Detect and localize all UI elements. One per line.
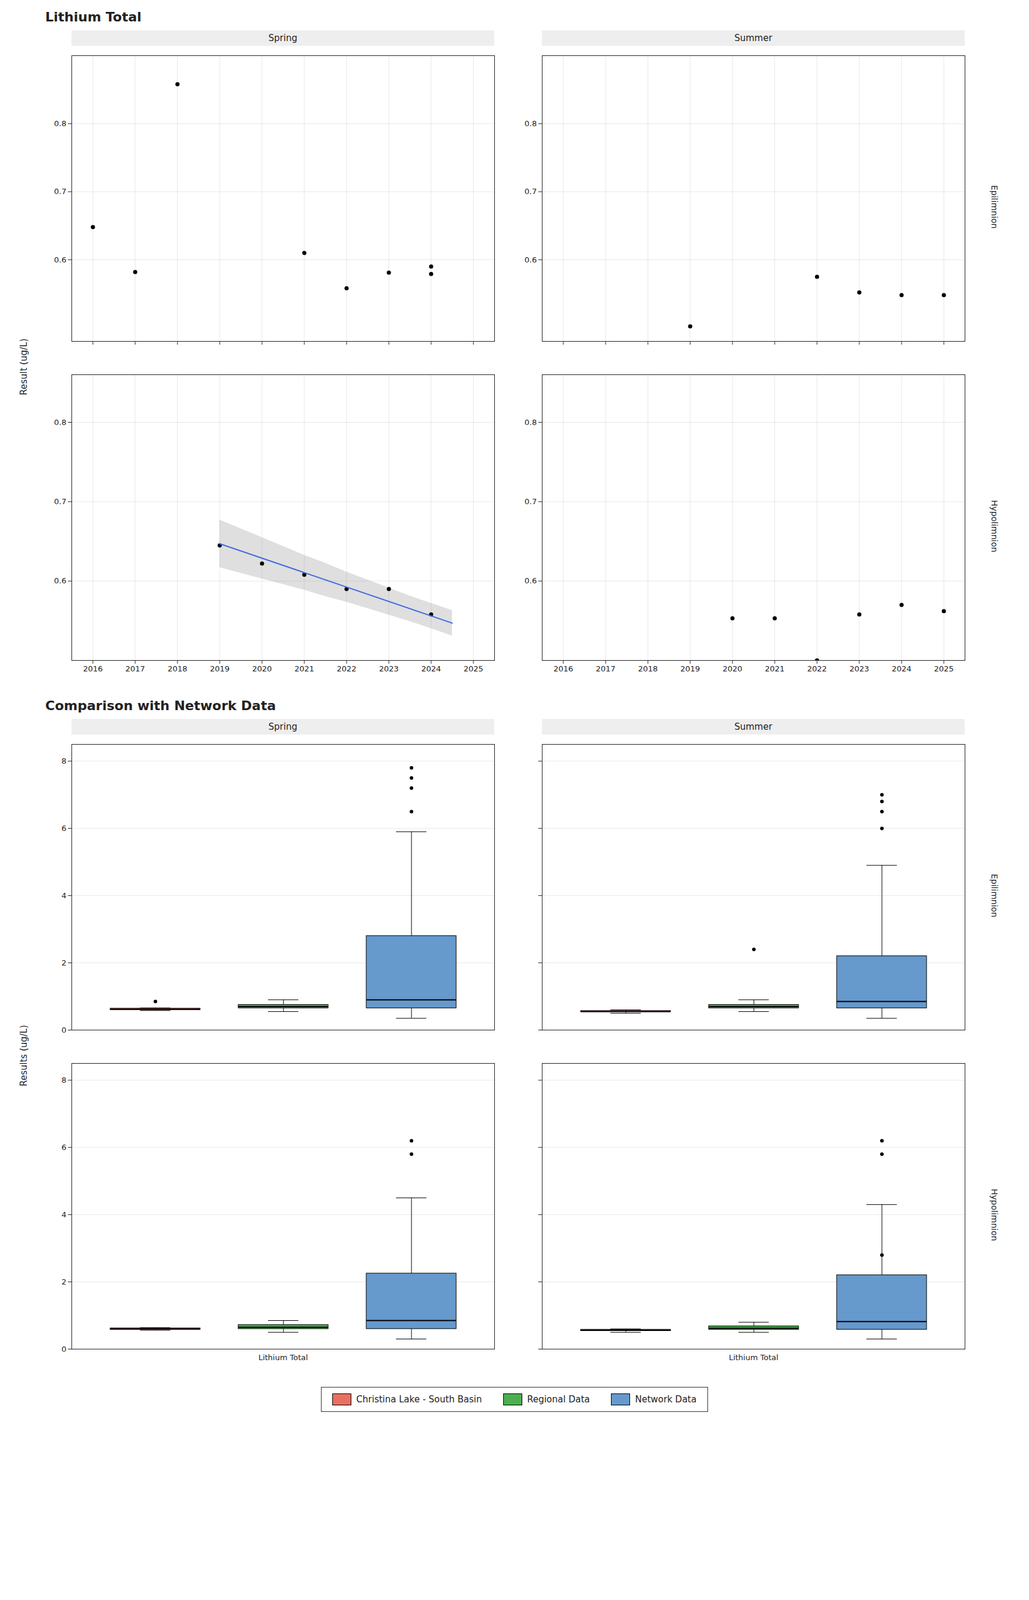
html-text:Lithium Total: Lithium Total — [45, 9, 142, 25]
svg-text:2025: 2025 — [463, 664, 483, 674]
html-text:Regional Data: Regional Data — [527, 1394, 590, 1406]
svg-text:Lithium Total: Lithium Total — [258, 1353, 308, 1363]
svg-text:6: 6 — [61, 824, 67, 834]
svg-text:Lithium Total: Lithium Total — [728, 1353, 779, 1363]
html-text:Spring: Spring — [268, 721, 298, 733]
svg-text:0.8: 0.8 — [524, 418, 538, 427]
svg-text:2020: 2020 — [251, 664, 272, 674]
html-text:Epilimnion: Epilimnion — [989, 874, 1000, 919]
svg-text:0.6: 0.6 — [524, 576, 538, 586]
svg-text:0.7: 0.7 — [524, 497, 538, 507]
html-text:Result (ug/L): Result (ug/L) — [18, 338, 30, 396]
svg-text:0.6: 0.6 — [54, 576, 67, 586]
svg-text:2019: 2019 — [680, 664, 700, 674]
svg-text:0.8: 0.8 — [54, 418, 67, 427]
html-text:Christina Lake - South Basin: Christina Lake - South Basin — [356, 1394, 482, 1406]
svg-text:2025: 2025 — [933, 664, 954, 674]
svg-text:2016: 2016 — [553, 664, 573, 674]
svg-text:2016: 2016 — [82, 664, 103, 674]
svg-text:8: 8 — [61, 1076, 67, 1085]
svg-text:2020: 2020 — [722, 664, 742, 674]
html-text:Spring: Spring — [268, 32, 298, 44]
svg-text:2022: 2022 — [336, 664, 357, 674]
svg-text:0.7: 0.7 — [54, 497, 67, 507]
svg-text:2021: 2021 — [294, 664, 314, 674]
svg-text:4: 4 — [61, 891, 67, 901]
svg-text:2024: 2024 — [421, 664, 441, 674]
html-text:Comparison with Network Data: Comparison with Network Data — [45, 698, 276, 714]
svg-text:2023: 2023 — [378, 664, 399, 674]
html-text:Summer: Summer — [734, 721, 773, 733]
svg-text:2017: 2017 — [125, 664, 145, 674]
svg-text:0: 0 — [61, 1026, 67, 1035]
svg-text:0.6: 0.6 — [524, 255, 538, 265]
svg-text:2018: 2018 — [167, 664, 187, 674]
html-text:Summer: Summer — [734, 32, 773, 44]
svg-text:2024: 2024 — [891, 664, 912, 674]
html-text:Hypolimnion: Hypolimnion — [989, 500, 1000, 553]
svg-text:2022: 2022 — [806, 664, 827, 674]
svg-text:0.7: 0.7 — [54, 186, 67, 196]
svg-text:8: 8 — [61, 756, 67, 766]
svg-text:0.8: 0.8 — [54, 119, 67, 129]
svg-text:2018: 2018 — [637, 664, 658, 674]
svg-text:2023: 2023 — [849, 664, 869, 674]
svg-text:0.8: 0.8 — [524, 119, 538, 129]
svg-text:2021: 2021 — [764, 664, 785, 674]
html-text:Hypolimnion: Hypolimnion — [989, 1189, 1000, 1242]
svg-text:2017: 2017 — [595, 664, 616, 674]
svg-text:4: 4 — [61, 1210, 67, 1220]
svg-text:2019: 2019 — [209, 664, 230, 674]
svg-text:0.6: 0.6 — [54, 255, 67, 265]
svg-text:0: 0 — [61, 1345, 67, 1355]
html-text:Epilimnion: Epilimnion — [989, 185, 1000, 230]
svg-text:2: 2 — [61, 958, 67, 968]
html-text:Results (ug/L): Results (ug/L) — [18, 1025, 30, 1087]
html-text:Network Data: Network Data — [635, 1394, 697, 1406]
svg-text:2: 2 — [61, 1277, 67, 1287]
svg-text:0.7: 0.7 — [524, 186, 538, 196]
svg-text:6: 6 — [61, 1143, 67, 1153]
